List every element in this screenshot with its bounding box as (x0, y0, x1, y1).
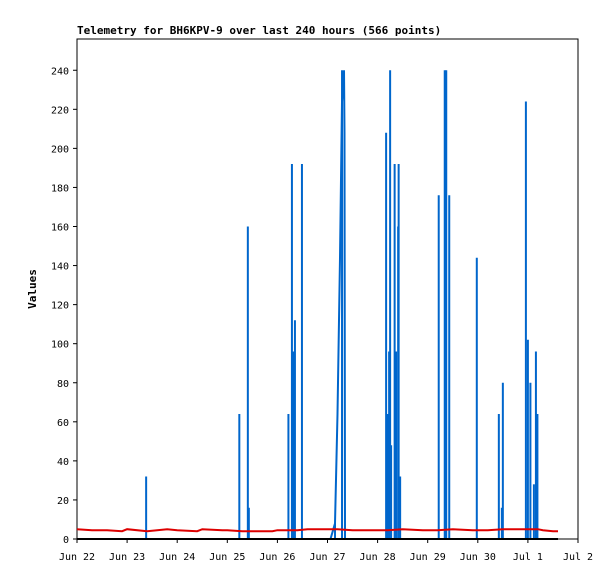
y-tick-label: 40 (57, 457, 69, 468)
y-tick-label: 240 (51, 66, 69, 77)
x-tick-label: Jun 25 (209, 552, 245, 563)
x-tick-label: Jun 23 (109, 552, 145, 563)
y-tick-label: 0 (63, 535, 69, 546)
y-tick-label: 100 (51, 340, 69, 351)
series-layer (76, 70, 558, 540)
series-line (76, 528, 558, 533)
y-tick-label: 60 (57, 418, 69, 429)
x-tick-label: Jun 28 (360, 552, 396, 563)
y-tick-label: 120 (51, 301, 69, 312)
x-tick-label: Jun 27 (309, 552, 345, 563)
y-tick-label: 80 (57, 379, 69, 390)
x-tick-label: Jun 22 (59, 552, 95, 563)
x-axis: Jun 22 Jun 23 Jun 24 Jun 25 Jun 26 Jun 27 Jun … (59, 539, 593, 563)
y-tick-label: 140 (51, 262, 69, 273)
x-tick-label: Jul 1 (513, 552, 543, 563)
series-0 (145, 70, 539, 540)
y-tick-label: 160 (51, 223, 69, 234)
y-tick-label: 20 (57, 496, 69, 507)
ramp-line (329, 70, 346, 540)
y-tick-label: 200 (51, 144, 69, 155)
x-tick-label: Jul 2 (563, 552, 593, 563)
series-1 (76, 528, 558, 533)
y-axis-label: Values (26, 269, 39, 309)
x-tick-label: Jun 30 (460, 552, 496, 563)
x-tick-label: Jun 29 (410, 552, 446, 563)
chart-title: Telemetry for BH6KPV-9 over last 240 hou… (77, 24, 441, 37)
x-tick-label: Jun 24 (159, 552, 195, 563)
y-tick-label: 220 (51, 105, 69, 116)
y-tick-label: 180 (51, 183, 69, 194)
y-axis: 0 20 40 60 80 100 120 140 160 180 200 220 240 (51, 66, 77, 546)
x-tick-label: Jun 26 (259, 552, 295, 563)
